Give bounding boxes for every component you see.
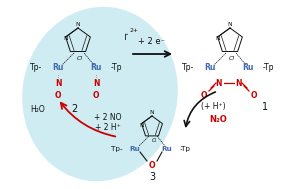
Text: 2: 2	[71, 104, 77, 114]
Text: Ru: Ru	[162, 146, 172, 152]
Text: Cl: Cl	[77, 57, 83, 61]
Text: N: N	[139, 123, 144, 128]
Text: -Tp: -Tp	[110, 63, 122, 71]
Text: N: N	[236, 78, 242, 88]
Text: N: N	[55, 78, 61, 88]
Text: -Tp: -Tp	[262, 63, 274, 71]
Text: Ru: Ru	[130, 146, 140, 152]
Text: Tp-: Tp-	[111, 146, 123, 152]
Text: O: O	[93, 91, 99, 101]
Text: + 2 H⁺: + 2 H⁺	[95, 122, 121, 132]
Text: Ru: Ru	[204, 63, 216, 71]
Text: N: N	[150, 110, 154, 115]
Text: N₂O: N₂O	[209, 115, 227, 123]
Text: O: O	[201, 91, 207, 101]
Text: H₂O: H₂O	[31, 105, 45, 114]
Text: Cl: Cl	[151, 139, 156, 143]
Text: -Tp: -Tp	[179, 146, 191, 152]
Text: O: O	[251, 91, 257, 101]
Text: O: O	[55, 91, 61, 101]
Text: Ru: Ru	[52, 63, 64, 71]
Text: 3: 3	[149, 172, 155, 182]
Text: 2+: 2+	[130, 29, 139, 33]
Text: 1: 1	[262, 102, 268, 112]
Text: $\neg$: $\neg$	[121, 31, 131, 41]
Text: N: N	[228, 22, 232, 27]
Text: Ru: Ru	[242, 63, 254, 71]
Text: N: N	[216, 78, 222, 88]
Ellipse shape	[22, 7, 178, 181]
Text: N: N	[76, 22, 80, 27]
Text: + 2 e⁻: + 2 e⁻	[139, 37, 165, 46]
Text: Tp-: Tp-	[182, 63, 194, 71]
Text: Ru: Ru	[90, 63, 102, 71]
Text: + 2 NO: + 2 NO	[94, 112, 122, 122]
Text: N: N	[93, 78, 99, 88]
Text: N: N	[215, 36, 220, 41]
Text: Tp-: Tp-	[30, 63, 42, 71]
Text: N: N	[63, 36, 68, 41]
Text: Cl: Cl	[229, 57, 235, 61]
Text: O: O	[149, 160, 155, 170]
Text: (+ H⁺): (+ H⁺)	[201, 102, 225, 112]
